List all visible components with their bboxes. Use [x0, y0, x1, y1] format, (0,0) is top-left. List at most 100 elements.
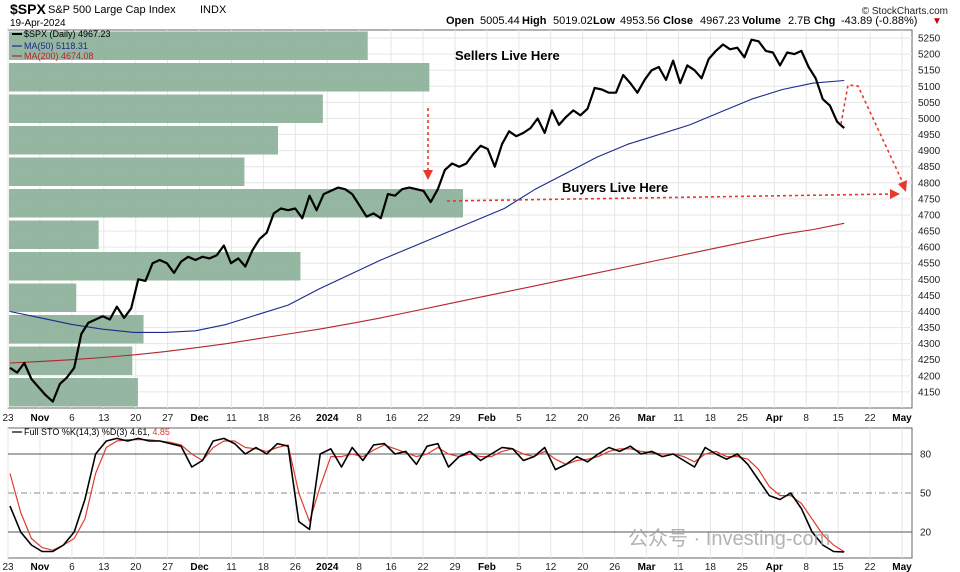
sto-x-tick-label: 8 [356, 562, 362, 572]
sto-x-tick-label: Dec [190, 562, 209, 572]
ticker-symbol: $SPX [10, 1, 46, 17]
y-tick-label: 4750 [918, 194, 941, 205]
x-tick-label: 27 [162, 413, 174, 424]
sellers-arrowhead [423, 170, 433, 180]
price-panel: 4150 4200 4250 4300 4350 4400 4450 4500 4550 4600… [2, 29, 940, 424]
y-tick-label: 5150 [918, 66, 941, 77]
high-label: High [522, 15, 547, 27]
x-tick-label: 8 [356, 413, 362, 424]
sto-x-tick-label: 12 [545, 562, 557, 572]
y-tick-label: 4400 [918, 307, 941, 318]
sto-x-tick-label: 22 [418, 562, 430, 572]
x-tick-label: 25 [737, 413, 749, 424]
x-tick-label: May [892, 413, 912, 424]
chg-value: -43.89 (-0.88%) [841, 15, 917, 27]
sto-x-tick-label: Mar [638, 562, 656, 572]
y-tick-label: 4200 [918, 371, 941, 382]
sto-x-tick-label: 18 [705, 562, 717, 572]
sto-x-tick-label: 16 [386, 562, 398, 572]
price-plot-frame [7, 29, 913, 409]
ohlc-bar: Open 5005.44 High 5019.02 Low 4953.56 Cl… [446, 15, 942, 27]
sto-x-tick-label: 26 [609, 562, 621, 572]
index-name: S&P 500 Large Cap Index [48, 4, 176, 16]
legend-label: MA(200) 4674.08 [24, 51, 94, 61]
x-tick-label: 26 [609, 413, 621, 424]
x-tick-label: 18 [258, 413, 270, 424]
y-tick-label: 5000 [918, 114, 941, 125]
volume-profile-bar [9, 189, 463, 218]
y-tick-label: 4150 [918, 387, 941, 398]
ma50-line [9, 79, 845, 333]
x-tick-label: 11 [673, 413, 684, 424]
open-value: 5005.44 [480, 15, 520, 27]
chg-down-arrow-icon: ▼ [932, 16, 942, 27]
credit-text: © StockCharts.com [862, 6, 948, 17]
volume-profile-bar [9, 31, 368, 60]
sto-x-tick-label: 22 [865, 562, 877, 572]
chg-label: Chg [814, 15, 835, 27]
x-tick-label: 15 [833, 413, 845, 424]
buyers-annotation: Buyers Live Here [562, 180, 668, 195]
sto-x-tick-label: 11 [226, 562, 237, 572]
sto-x-tick-label: 25 [737, 562, 749, 572]
ma200-line [9, 222, 845, 364]
sellers-annotation: Sellers Live Here [455, 48, 560, 63]
volume-profile-bar [9, 94, 323, 123]
volume-profile-bar [9, 63, 430, 92]
volume-profile-bar [9, 378, 138, 407]
y-tick-label: 4900 [918, 146, 941, 157]
x-tick-label: 22 [865, 413, 877, 424]
sto-x-tick-label: Apr [766, 562, 783, 572]
sto-y-tick-label: 50 [920, 489, 932, 500]
x-tick-label: 2024 [316, 413, 339, 424]
x-tick-label: 16 [386, 413, 398, 424]
sto-k-line [9, 437, 845, 553]
y-tick-label: 4350 [918, 323, 941, 334]
y-tick-label: 5250 [918, 34, 941, 45]
y-tick-label: 4800 [918, 178, 941, 189]
sto-x-tick-label: 29 [449, 562, 461, 572]
y-tick-label: 4700 [918, 210, 941, 221]
sto-x-tick-label: 6 [69, 562, 75, 572]
close-value: 4967.23 [700, 15, 740, 27]
x-tick-label: Mar [638, 413, 656, 424]
x-tick-label: 20 [577, 413, 589, 424]
sto-y-tick-label: 80 [920, 450, 932, 461]
x-tick-label: 11 [226, 413, 237, 424]
sto-x-tick-label: 18 [258, 562, 270, 572]
x-tick-label: 13 [98, 413, 110, 424]
high-value: 5019.02 [553, 15, 593, 27]
sto-x-tick-label: 5 [516, 562, 522, 572]
y-tick-label: 4500 [918, 275, 941, 286]
x-tick-label: Feb [478, 413, 496, 424]
sto-x-tick-label: 23 [2, 562, 14, 572]
y-tick-label: 4600 [918, 243, 941, 254]
y-tick-label: 4650 [918, 227, 941, 238]
volume-label: Volume [742, 15, 781, 27]
y-tick-label: 4450 [918, 291, 941, 302]
sto-x-tick-label: 27 [162, 562, 174, 572]
stochastic-panel: 20 50 80 Full STO %K(14,3) %D(3) 4.61, 4.85… [2, 427, 931, 572]
sto-legend-d: 4.85 [152, 427, 170, 437]
sto-x-tick-label: 20 [130, 562, 142, 572]
sto-x-tick-label: 13 [98, 562, 110, 572]
volume-profile-bar [9, 126, 279, 155]
x-tick-label: Dec [190, 413, 209, 424]
sto-x-tick-label: 20 [577, 562, 589, 572]
sto-x-tick-label: 2024 [316, 562, 339, 572]
low-label: Low [593, 15, 615, 27]
projection-path [840, 84, 904, 184]
legend-label: MA(50) 5118.31 [24, 41, 88, 51]
x-tick-label: Apr [766, 413, 783, 424]
projection-arrowhead [898, 180, 907, 192]
volume-profile-bar [9, 315, 144, 344]
y-tick-label: 4250 [918, 355, 941, 366]
low-value: 4953.56 [620, 15, 660, 27]
close-label: Close [663, 15, 693, 27]
sto-y-tick-label: 20 [920, 528, 932, 539]
x-tick-label: 8 [803, 413, 809, 424]
y-tick-label: 4550 [918, 259, 941, 270]
sto-x-tick-label: 26 [290, 562, 302, 572]
